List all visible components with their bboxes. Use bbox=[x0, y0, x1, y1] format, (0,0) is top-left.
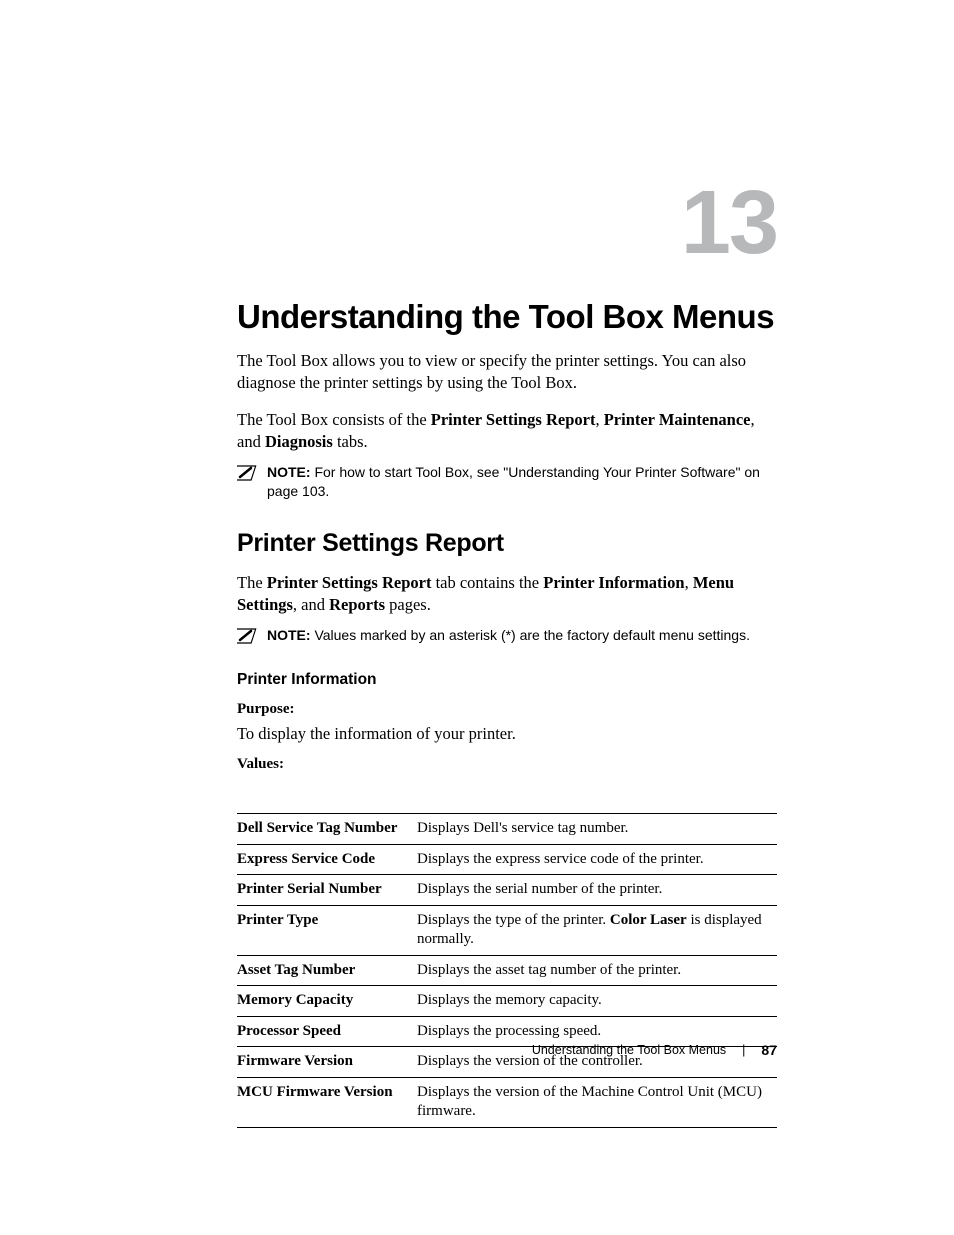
text-bold: Printer Settings Report bbox=[431, 410, 596, 429]
table-row: Dell Service Tag NumberDisplays Dell's s… bbox=[237, 814, 777, 845]
note-block-1: NOTE: For how to start Tool Box, see "Un… bbox=[237, 463, 777, 501]
subsection-heading: Printer Information bbox=[237, 671, 777, 689]
values-table: Dell Service Tag NumberDisplays Dell's s… bbox=[237, 813, 777, 1128]
page-footer: Understanding the Tool Box Menus | 87 bbox=[532, 1042, 777, 1058]
table-cell-desc: Displays the serial number of the printe… bbox=[417, 875, 777, 906]
table-row: Memory CapacityDisplays the memory capac… bbox=[237, 986, 777, 1017]
text-run: pages. bbox=[385, 595, 431, 614]
text-run: tabs. bbox=[333, 432, 368, 451]
table-cell-desc: Displays the express service code of the… bbox=[417, 844, 777, 875]
chapter-number: 13 bbox=[237, 178, 777, 268]
text-bold: Printer Settings Report bbox=[267, 573, 432, 592]
values-label: Values: bbox=[237, 756, 777, 773]
table-cell-label: Memory Capacity bbox=[237, 986, 417, 1017]
chapter-title: Understanding the Tool Box Menus bbox=[237, 298, 777, 336]
table-cell-desc: Displays the memory capacity. bbox=[417, 986, 777, 1017]
text-run: , bbox=[595, 410, 603, 429]
table-cell-label: Express Service Code bbox=[237, 844, 417, 875]
footer-divider: | bbox=[742, 1043, 745, 1057]
text-run: The bbox=[237, 573, 267, 592]
footer-title: Understanding the Tool Box Menus bbox=[532, 1043, 726, 1057]
table-row: MCU Firmware VersionDisplays the version… bbox=[237, 1077, 777, 1127]
table-cell-label: Dell Service Tag Number bbox=[237, 814, 417, 845]
table-cell-label: Firmware Version bbox=[237, 1047, 417, 1078]
text-bold: Printer Maintenance bbox=[604, 410, 751, 429]
section-heading: Printer Settings Report bbox=[237, 529, 777, 558]
text-bold: Diagnosis bbox=[265, 432, 333, 451]
footer-page-number: 87 bbox=[761, 1042, 777, 1058]
note-text: NOTE: For how to start Tool Box, see "Un… bbox=[267, 463, 777, 501]
note-body: Values marked by an asterisk (*) are the… bbox=[311, 627, 750, 643]
text-run: , bbox=[685, 573, 693, 592]
note-icon bbox=[237, 465, 257, 486]
text-bold: Reports bbox=[329, 595, 385, 614]
table-cell-desc: Displays Dell's service tag number. bbox=[417, 814, 777, 845]
table-cell-desc: Displays the asset tag number of the pri… bbox=[417, 955, 777, 986]
table-cell-desc: Displays the version of the Machine Cont… bbox=[417, 1077, 777, 1127]
note-text: NOTE: Values marked by an asterisk (*) a… bbox=[267, 626, 750, 645]
note-block-2: NOTE: Values marked by an asterisk (*) a… bbox=[237, 626, 777, 649]
text-run: The Tool Box consists of the bbox=[237, 410, 431, 429]
table-row: Printer Serial NumberDisplays the serial… bbox=[237, 875, 777, 906]
section-paragraph: The Printer Settings Report tab contains… bbox=[237, 572, 777, 617]
table-cell-label: MCU Firmware Version bbox=[237, 1077, 417, 1127]
note-icon bbox=[237, 628, 257, 649]
intro-paragraph-1: The Tool Box allows you to view or speci… bbox=[237, 350, 777, 395]
note-body: For how to start Tool Box, see "Understa… bbox=[267, 464, 760, 499]
note-label: NOTE: bbox=[267, 464, 311, 480]
table-row: Printer TypeDisplays the type of the pri… bbox=[237, 905, 777, 955]
table-cell-label: Printer Serial Number bbox=[237, 875, 417, 906]
purpose-label: Purpose: bbox=[237, 701, 777, 718]
table-row: Express Service CodeDisplays the express… bbox=[237, 844, 777, 875]
table-row: Asset Tag NumberDisplays the asset tag n… bbox=[237, 955, 777, 986]
text-bold: Printer Information bbox=[543, 573, 684, 592]
note-label: NOTE: bbox=[267, 627, 311, 643]
table-cell-desc: Displays the type of the printer. Color … bbox=[417, 905, 777, 955]
purpose-text: To display the information of your print… bbox=[237, 724, 777, 744]
table-cell-label: Processor Speed bbox=[237, 1016, 417, 1047]
table-cell-label: Printer Type bbox=[237, 905, 417, 955]
text-run: tab contains the bbox=[431, 573, 543, 592]
table-cell-label: Asset Tag Number bbox=[237, 955, 417, 986]
text-run: , and bbox=[293, 595, 329, 614]
intro-paragraph-2: The Tool Box consists of the Printer Set… bbox=[237, 409, 777, 454]
